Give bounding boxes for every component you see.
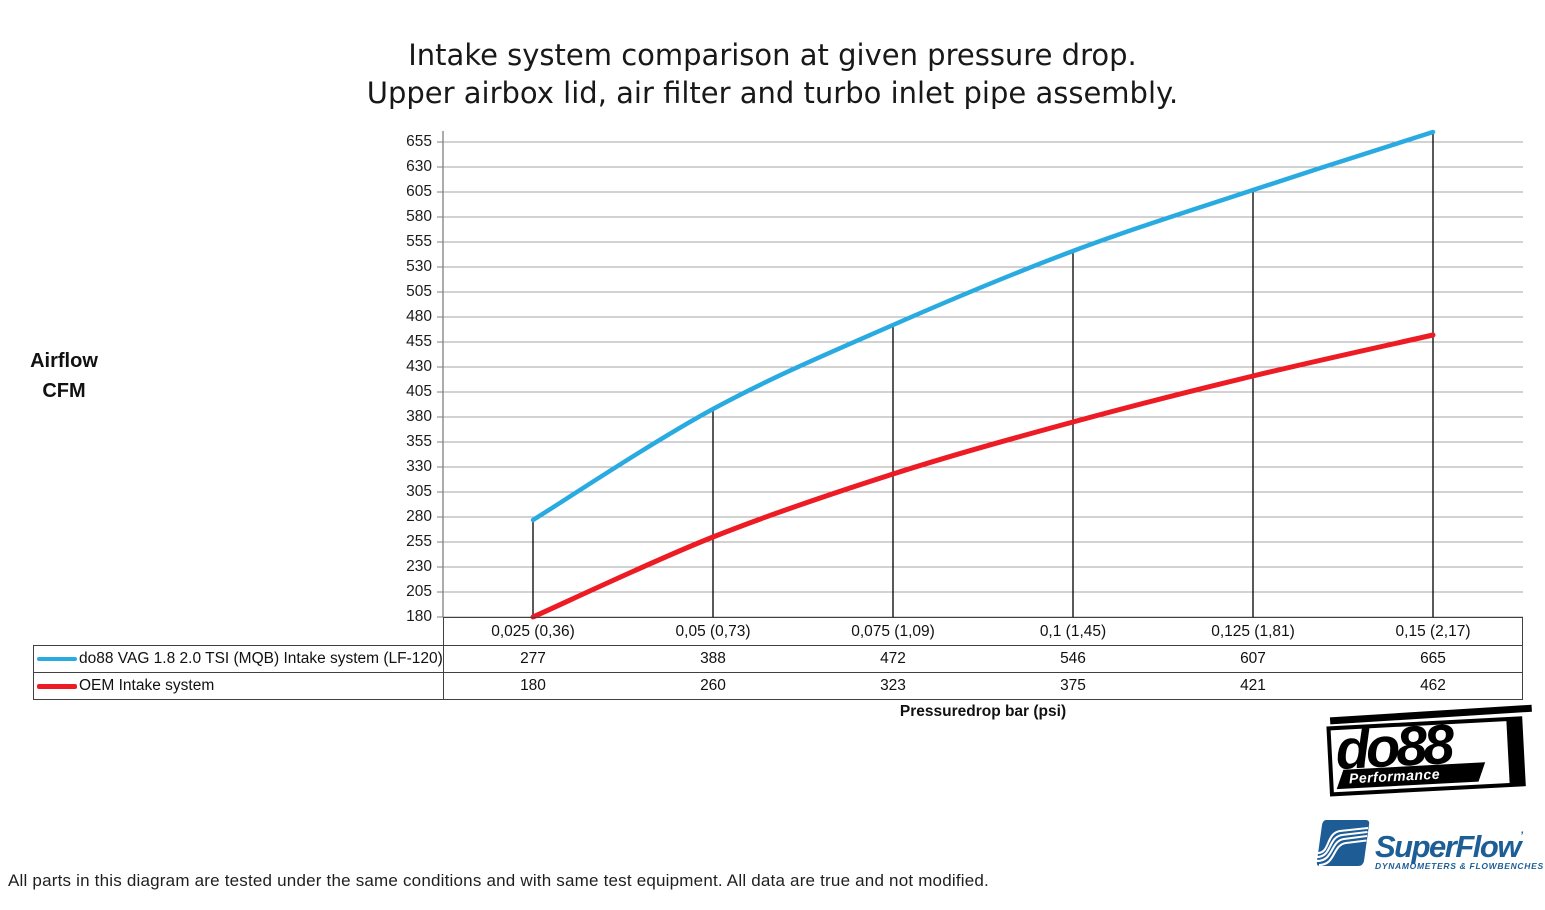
oem-value-cell: 462 [1420,677,1446,694]
y-tick-label: 480 [406,308,432,325]
x-category-label: 0,1 (1,45) [1039,623,1107,640]
oem-value-cell: 323 [880,677,906,694]
y-tick-label: 505 [406,283,432,300]
x-category-label: 0,075 (1,09) [851,623,935,640]
table-border-line [443,617,444,700]
chart-title: Intake system comparison at given pressu… [0,36,1545,112]
x-axis-title: Pressuredrop bar (psi) [899,703,1067,720]
superflow-logo: SuperFlow’ DYNAMOMETERS & FLOWBENCHES [1316,819,1545,871]
y-tick-label: 405 [406,383,432,400]
x-category-label: 0,15 (2,17) [1395,623,1471,640]
table-border-line [33,672,1523,673]
superflow-wave-icon [1316,820,1370,867]
oem-value-cell: 421 [1240,677,1266,694]
legend-row-do88: do88 VAG 1.8 2.0 TSI (MQB) Intake system… [34,646,443,672]
x-axis-category-labels: 0,025 (0,36) 0,05 (0,73) 0,075 (1,09) 0,1 (… [443,618,1523,645]
y-tick-label: 380 [406,408,432,425]
y-axis-tick-labels: 655 630 605 580 555 530 505 480 455 430 405 380 355 3… [348,0,432,910]
y-tick-label: 230 [406,558,432,575]
do88-value-cell: 472 [880,650,906,667]
x-category-label: 0,025 (0,36) [491,623,575,640]
y-tick-label: 355 [406,433,432,450]
superflow-wordmark: SuperFlow’ [1375,829,1524,864]
y-axis-title: Airflow CFM [8,346,120,406]
oem-value-cell: 375 [1060,677,1086,694]
oem-series-line [530,332,1436,620]
y-tick-label: 255 [406,533,432,550]
do88-logo-box: do88 Performance [1326,712,1526,797]
do88-performance-label: Performance [1348,765,1441,787]
footer-disclaimer: All parts in this diagram are tested und… [8,871,989,890]
table-row-do88-values: 277 388 472 546 607 665 [443,645,1523,672]
x-category-label: 0,05 (0,73) [675,623,751,640]
legend-row-oem: OEM Intake system [34,673,442,699]
do88-value-cell: 388 [700,650,726,667]
y-tick-label: 430 [406,358,432,375]
legend-label-oem: OEM Intake system [79,677,215,694]
y-tick-label: 655 [406,133,432,150]
y-tick-label: 455 [406,333,432,350]
y-tick-label: 180 [406,608,432,625]
table-border-line [33,645,34,700]
do88-value-cell: 546 [1060,650,1086,667]
oem-value-cell: 260 [700,677,726,694]
y-tick-label: 555 [406,233,432,250]
y-tick-label: 605 [406,183,432,200]
y-axis-title-line2: CFM [42,380,86,402]
y-tick-label: 630 [406,158,432,175]
table-border-line [443,617,1523,618]
y-tick-label: 530 [406,258,432,275]
y-tick-label: 305 [406,483,432,500]
do88-value-cell: 277 [520,650,546,667]
x-category-label: 0,125 (1,81) [1211,623,1295,640]
superflow-trademark-mark: ’ [1519,830,1524,842]
y-tick-label: 280 [406,508,432,525]
oem-series-swatch-icon [37,683,77,689]
do88-series-line [530,129,1436,523]
table-border-line [1522,617,1523,700]
y-tick-label: 330 [406,458,432,475]
superflow-tagline: DYNAMOMETERS & FLOWBENCHES [1375,861,1544,871]
table-border-line [33,645,1523,646]
do88-value-cell: 607 [1240,650,1266,667]
table-border-line [33,699,1523,700]
do88-series-swatch-icon [37,657,77,661]
do88-value-cell: 665 [1420,650,1446,667]
chart-title-line1: Intake system comparison at given pressu… [408,38,1137,72]
legend-label-do88: do88 VAG 1.8 2.0 TSI (MQB) Intake system… [79,650,443,667]
y-tick-label: 205 [406,583,432,600]
y-axis-title-line1: Airflow [30,350,98,372]
oem-value-cell: 180 [520,677,546,694]
do88-logo: do88 Performance [1326,704,1540,802]
chart-title-line2: Upper airbox lid, air filter and turbo i… [366,76,1179,110]
table-row-oem-values: 180 260 323 375 421 462 [443,672,1523,699]
chart-plot-area [437,129,1523,620]
y-tick-label: 580 [406,208,432,225]
